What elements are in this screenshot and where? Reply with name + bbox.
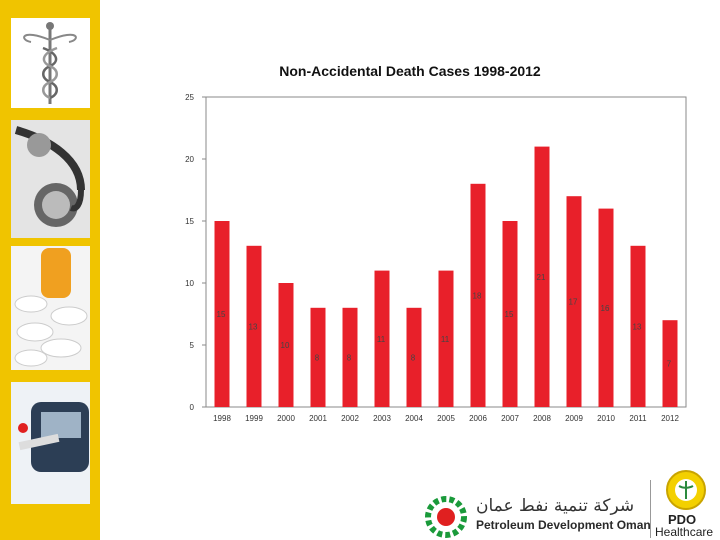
- y-tick-label: 5: [190, 341, 195, 350]
- data-label: 8: [411, 353, 416, 362]
- pills-icon: [11, 246, 90, 370]
- data-label: 13: [249, 322, 258, 331]
- data-label: 21: [537, 273, 546, 282]
- bar: [278, 283, 294, 407]
- x-tick-label: 2001: [309, 414, 327, 423]
- data-label: 15: [505, 310, 514, 319]
- data-label: 16: [601, 304, 610, 313]
- bar: [310, 307, 326, 407]
- bar: [246, 245, 262, 407]
- y-tick-label: 25: [185, 93, 194, 102]
- data-label: 7: [667, 360, 672, 369]
- x-tick-label: 2003: [373, 414, 391, 423]
- x-tick-label: 1998: [213, 414, 231, 423]
- pdo-emblem-icon: [425, 496, 467, 538]
- data-label: 13: [633, 322, 642, 331]
- bar: [534, 146, 550, 407]
- y-tick-label: 10: [185, 279, 194, 288]
- bar: [502, 221, 518, 407]
- sidebar: [0, 0, 100, 540]
- bar: [342, 307, 358, 407]
- logo-divider: [650, 480, 651, 538]
- stethoscope-icon: [11, 120, 90, 238]
- x-tick-label: 2008: [533, 414, 551, 423]
- chart-title: Non-Accidental Death Cases 1998-2012: [279, 63, 541, 79]
- arabic-company-name: شركة تنمية نفط عمان: [476, 496, 635, 516]
- x-tick-label: 1999: [245, 414, 263, 423]
- y-tick-label: 15: [185, 217, 194, 226]
- data-label: 11: [441, 335, 450, 344]
- bar: [214, 221, 230, 407]
- bar: [566, 196, 582, 407]
- caduceus-icon: [11, 18, 90, 108]
- bar: [406, 307, 422, 407]
- x-tick-label: 2007: [501, 414, 519, 423]
- data-label: 15: [217, 310, 226, 319]
- bar: [630, 245, 646, 407]
- x-tick-label: 2012: [661, 414, 679, 423]
- company-name: Petroleum Development Oman: [476, 518, 651, 532]
- data-label: 10: [281, 341, 290, 350]
- data-label: 17: [569, 298, 578, 307]
- crest-icon: [666, 470, 706, 510]
- x-tick-label: 2010: [597, 414, 615, 423]
- glucose-meter-icon: [11, 382, 90, 504]
- y-tick-label: 20: [185, 155, 194, 164]
- bar: [374, 270, 390, 407]
- brand-pdo: PDO: [668, 512, 697, 527]
- x-tick-label: 2009: [565, 414, 583, 423]
- x-tick-label: 2011: [629, 414, 647, 423]
- x-tick-label: 2000: [277, 414, 295, 423]
- y-tick-label: 0: [190, 403, 195, 412]
- data-label: 18: [473, 291, 482, 300]
- bar: [598, 208, 614, 407]
- x-tick-label: 2005: [437, 414, 455, 423]
- footer-logos: شركة تنمية نفط عمان Petroleum Developmen…: [420, 462, 720, 540]
- x-tick-label: 2002: [341, 414, 359, 423]
- brand-healthcare: Healthcare: [655, 525, 714, 539]
- data-label: 11: [377, 335, 386, 344]
- bar: [662, 320, 678, 407]
- bar: [438, 270, 454, 407]
- bar: [470, 183, 486, 407]
- x-tick-label: 2006: [469, 414, 487, 423]
- data-label: 8: [347, 353, 352, 362]
- data-label: 8: [315, 353, 320, 362]
- x-tick-label: 2004: [405, 414, 423, 423]
